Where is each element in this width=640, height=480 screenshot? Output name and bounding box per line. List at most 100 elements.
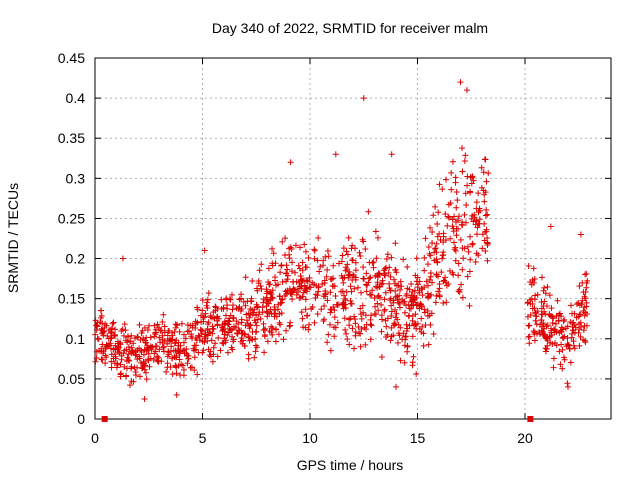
data-point xyxy=(208,314,215,321)
data-point xyxy=(122,373,129,380)
data-point xyxy=(348,245,355,252)
data-point xyxy=(384,251,391,258)
data-point xyxy=(268,329,275,336)
data-point xyxy=(360,264,367,271)
data-point xyxy=(397,286,404,293)
data-point xyxy=(374,234,381,241)
data-point xyxy=(549,340,556,347)
data-point xyxy=(351,313,358,320)
data-point xyxy=(362,341,369,348)
chart-title: Day 340 of 2022, SRMTID for receiver mal… xyxy=(212,20,488,36)
data-point xyxy=(152,326,159,333)
data-point xyxy=(178,320,185,327)
data-point xyxy=(414,284,421,291)
data-point xyxy=(230,315,237,322)
data-point xyxy=(94,323,101,330)
data-point xyxy=(254,303,261,310)
data-point xyxy=(128,363,135,370)
data-point xyxy=(192,318,199,325)
data-point xyxy=(393,310,400,317)
data-point xyxy=(374,293,381,300)
data-point xyxy=(315,288,322,295)
data-point xyxy=(332,151,339,158)
data-point xyxy=(470,177,477,184)
data-point xyxy=(102,346,109,353)
data-point xyxy=(288,288,295,295)
data-point xyxy=(299,267,306,274)
data-point xyxy=(117,370,124,377)
data-point xyxy=(305,321,312,328)
data-point xyxy=(159,332,166,339)
data-point xyxy=(362,246,369,253)
data-point xyxy=(129,348,136,355)
data-point xyxy=(136,321,143,328)
data-point xyxy=(414,301,421,308)
data-point xyxy=(257,283,264,290)
data-point xyxy=(108,358,115,365)
data-point xyxy=(317,263,324,270)
data-point xyxy=(339,275,346,282)
data-point xyxy=(431,249,438,256)
data-point xyxy=(181,331,188,338)
data-point xyxy=(110,319,117,326)
data-point xyxy=(272,326,279,333)
data-point xyxy=(367,316,374,323)
data-point xyxy=(541,308,548,315)
data-point xyxy=(259,304,266,311)
data-point xyxy=(427,224,434,231)
data-point xyxy=(354,284,361,291)
data-point xyxy=(466,188,473,195)
data-point xyxy=(414,320,421,327)
data-point xyxy=(214,313,221,320)
data-point xyxy=(423,278,430,285)
data-point xyxy=(326,321,333,328)
data-point xyxy=(279,296,286,303)
data-point xyxy=(550,315,557,322)
data-point xyxy=(546,311,553,318)
data-point xyxy=(367,336,374,343)
data-point xyxy=(342,304,349,311)
data-point xyxy=(283,327,290,334)
data-point xyxy=(464,273,471,280)
data-point xyxy=(207,348,214,355)
data-point xyxy=(553,342,560,349)
data-point xyxy=(342,326,349,333)
data-point xyxy=(439,252,446,259)
data-point xyxy=(160,348,167,355)
data-point xyxy=(277,300,284,307)
data-point xyxy=(390,276,397,283)
data-point xyxy=(444,222,451,229)
data-point xyxy=(199,338,206,345)
data-point xyxy=(229,306,236,313)
data-point xyxy=(413,278,420,285)
data-point xyxy=(372,228,379,235)
data-point xyxy=(264,300,271,307)
data-point xyxy=(409,302,416,309)
data-point xyxy=(267,306,274,313)
data-point xyxy=(279,238,286,245)
data-point xyxy=(253,344,260,351)
data-point xyxy=(229,346,236,353)
data-point xyxy=(204,299,211,306)
data-point xyxy=(93,322,100,329)
data-point xyxy=(461,211,468,218)
data-point xyxy=(342,295,349,302)
data-point xyxy=(454,197,461,204)
data-point xyxy=(214,322,221,329)
data-point xyxy=(112,353,119,360)
data-point xyxy=(434,233,441,240)
data-point xyxy=(298,283,305,290)
data-point xyxy=(425,341,432,348)
data-point xyxy=(396,304,403,311)
data-point xyxy=(325,331,332,338)
data-point xyxy=(436,181,443,188)
data-point xyxy=(561,316,568,323)
data-point xyxy=(469,240,476,247)
data-point xyxy=(108,351,115,358)
data-point xyxy=(363,326,370,333)
data-point xyxy=(404,264,411,271)
data-point xyxy=(119,255,126,262)
data-point xyxy=(397,324,404,331)
data-point xyxy=(260,296,267,303)
data-point xyxy=(93,355,100,362)
